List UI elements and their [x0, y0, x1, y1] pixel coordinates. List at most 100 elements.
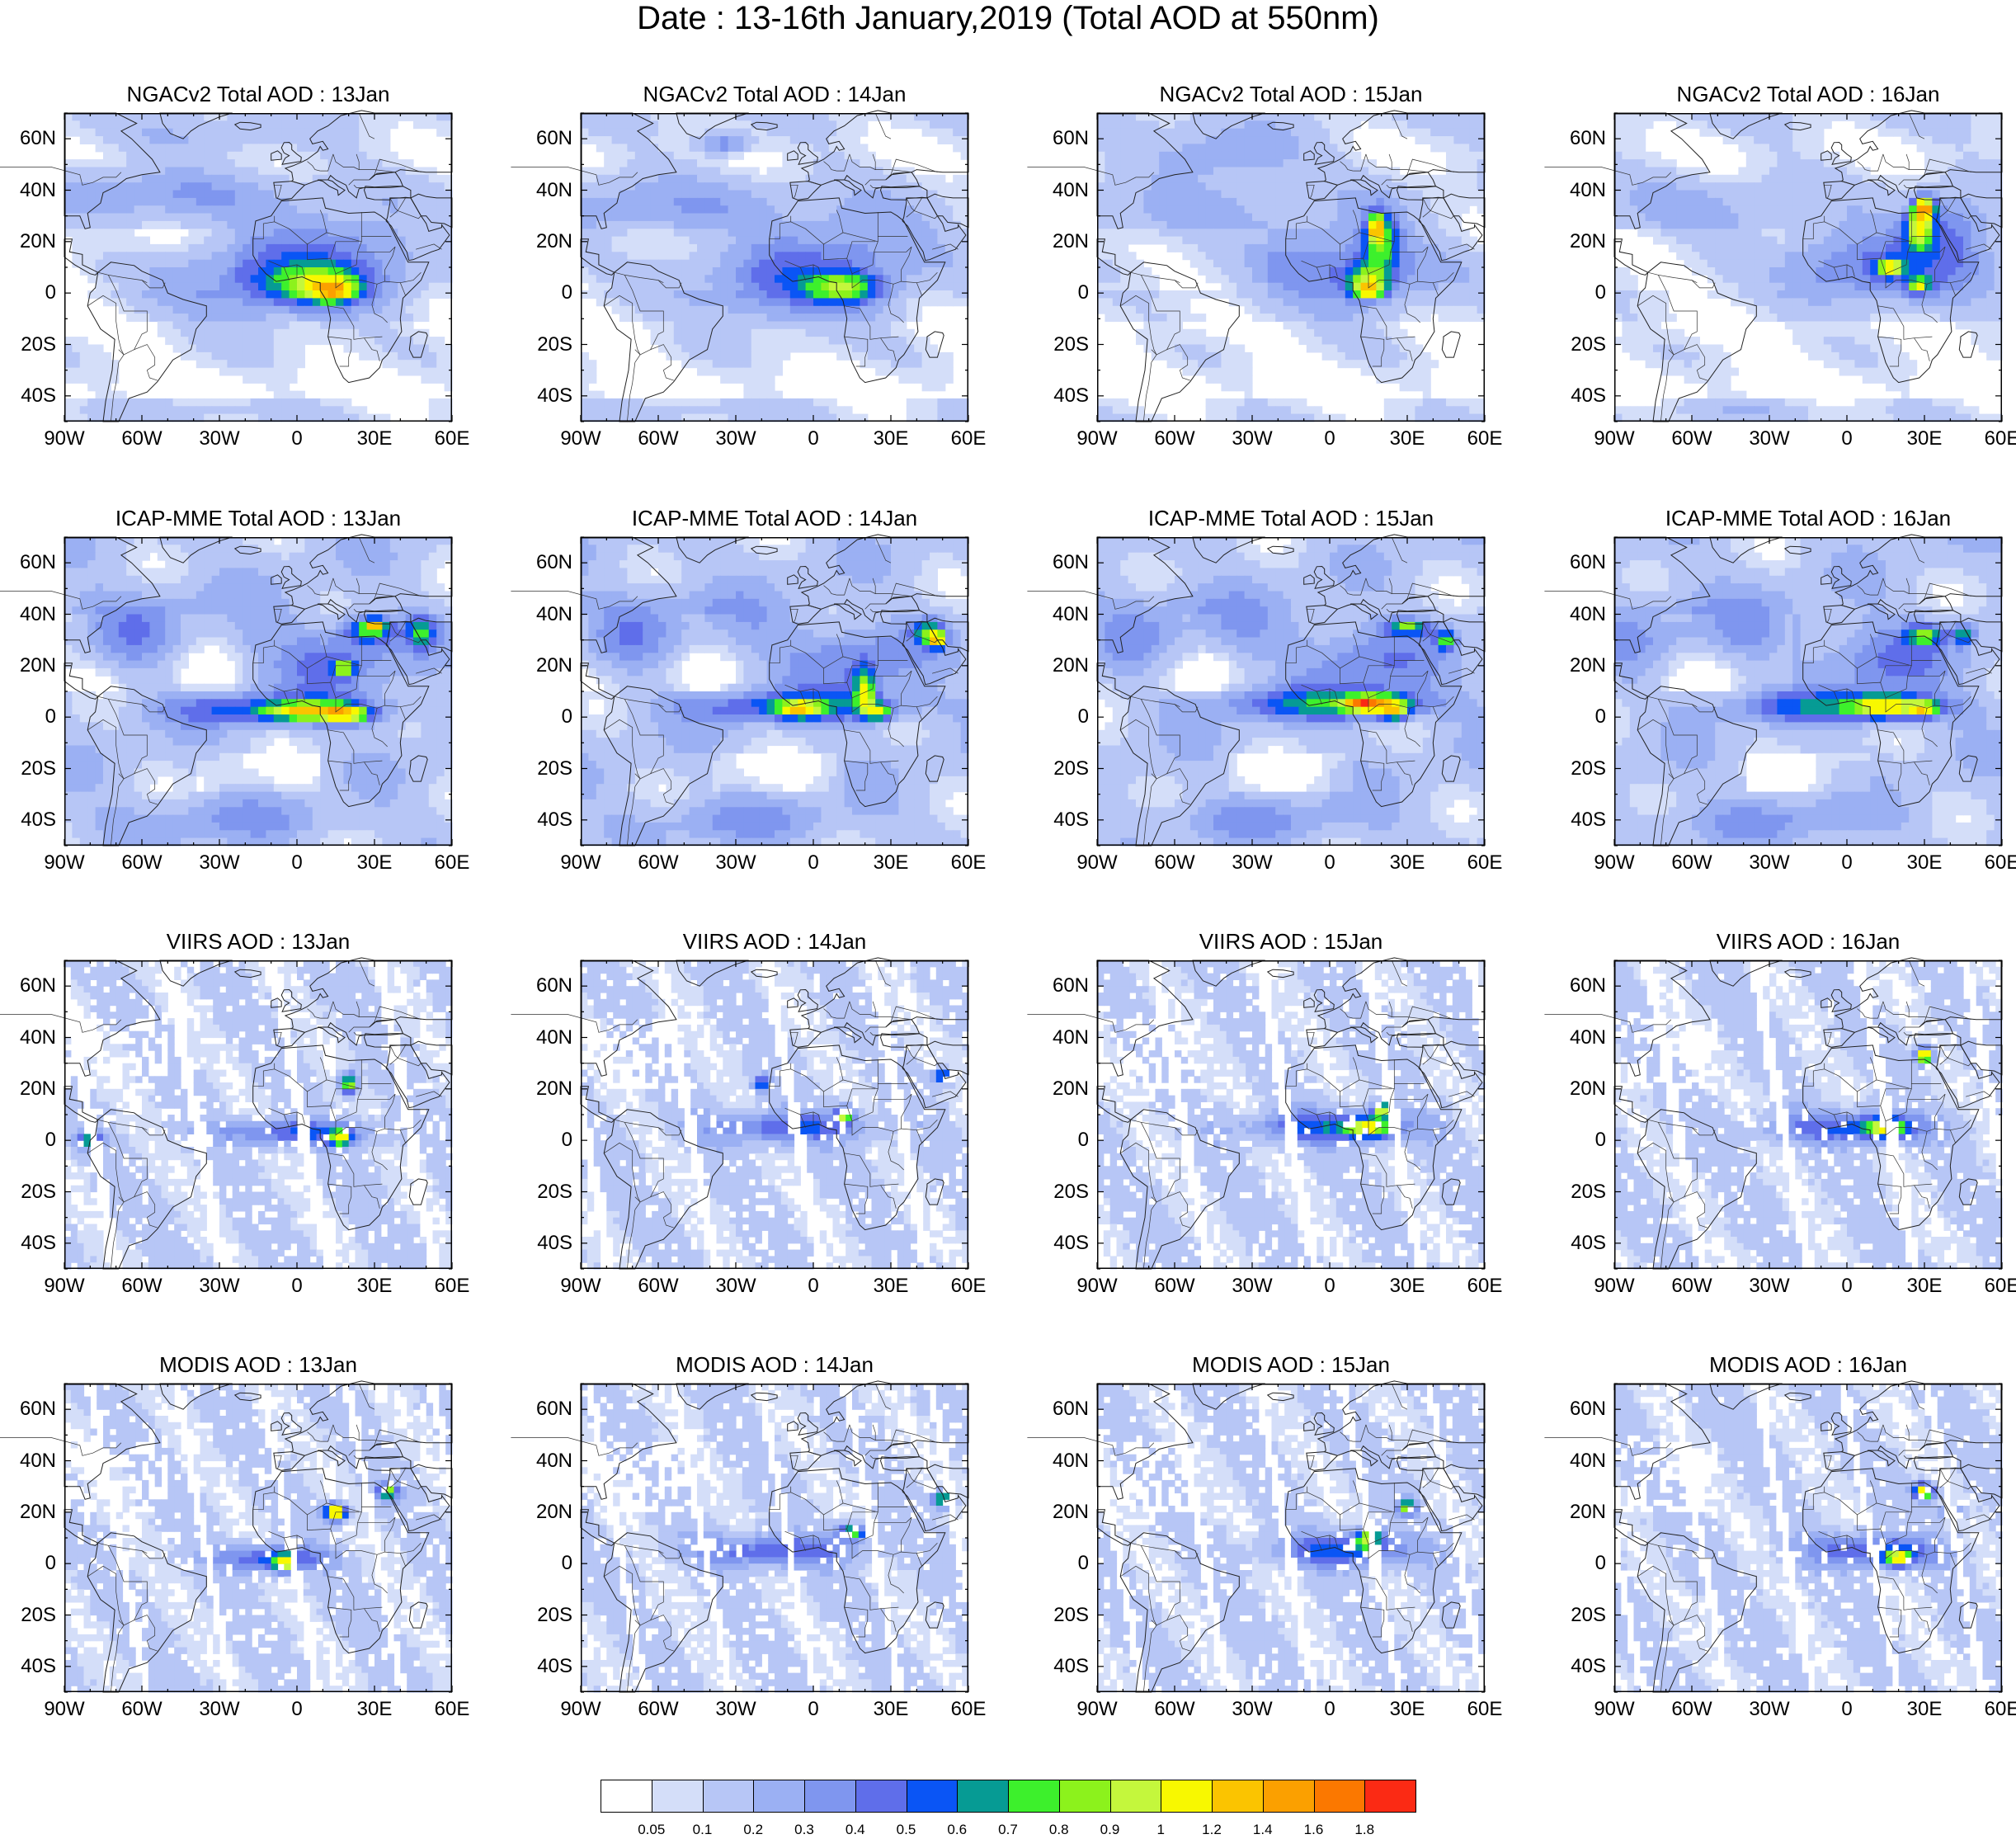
coast-italy: [1349, 179, 1378, 196]
country-border: [1365, 153, 1429, 173]
coast-turkey: [1913, 1456, 1962, 1471]
coast-iceland: [750, 545, 778, 555]
coast-italy: [1349, 603, 1378, 620]
country-border: [1939, 1058, 1948, 1065]
lon-tick-label: 60W: [1671, 428, 1712, 450]
country-border: [0, 1437, 122, 1456]
aod-map: [1544, 534, 2003, 846]
country-border: [1966, 243, 1992, 250]
lon-tick-label: 30E: [1390, 852, 1425, 874]
coast-uk: [1313, 141, 1335, 165]
country-border: [1877, 336, 1902, 367]
country-border: [1691, 280, 1716, 289]
country-border: [624, 275, 672, 370]
country-border: [1647, 1542, 1698, 1554]
country-border: [1668, 1196, 1684, 1203]
country-border: [906, 210, 915, 218]
country-border: [627, 1209, 636, 1270]
country-border: [400, 1542, 422, 1554]
coast-namerica: [580, 536, 677, 653]
country-border: [398, 210, 422, 219]
lat-tick-label: 20S: [537, 757, 572, 780]
country-border: [624, 699, 672, 795]
country-border: [1340, 161, 1354, 172]
coast-uk: [1830, 565, 1852, 589]
map-panel-icap-mme-1: ICAP-MME Total AOD : 13Jan 60N 40N 20N 0 20S 4…: [0, 506, 469, 874]
lon-tick-label: 90W: [44, 852, 84, 874]
country-border: [769, 215, 792, 240]
country-border: [1939, 1044, 1956, 1059]
lat-tick-label: 60N: [1053, 552, 1089, 573]
lat-tick-label: 60N: [20, 1398, 56, 1420]
country-border: [890, 582, 938, 599]
country-border: [1388, 1424, 1392, 1441]
country-border: [252, 1063, 276, 1087]
coast-greenland: [1192, 1383, 1265, 1410]
lat-tick-label: 0: [1078, 282, 1089, 304]
country-border: [799, 691, 806, 705]
country-border: [769, 639, 792, 664]
lon-tick-label: 60E: [1467, 1699, 1503, 1720]
country-border: [662, 1217, 674, 1228]
coast-namerica: [580, 1383, 677, 1500]
country-border: [1143, 1209, 1152, 1270]
country-border: [844, 729, 899, 764]
coast-madagascar: [1958, 1601, 1978, 1629]
coast-africa: [769, 1468, 946, 1654]
country-border: [1908, 960, 1925, 987]
country-border: [1360, 1153, 1415, 1187]
country-border: [823, 1431, 837, 1442]
country-border: [348, 179, 370, 186]
country-border: [307, 243, 385, 289]
country-border: [1823, 1455, 1832, 1469]
lat-tick-label: 20S: [537, 1604, 572, 1626]
country-border: [87, 295, 125, 363]
coast-greenland: [1709, 1383, 1783, 1410]
coast-samerica: [87, 686, 207, 846]
map-panel-icap-mme-4: ICAP-MME Total AOD : 16Jan 60N 40N 20N 0 20S 4…: [1544, 506, 2016, 874]
country-border: [880, 1608, 897, 1632]
country-border: [1390, 1516, 1429, 1523]
country-border: [1877, 760, 1902, 791]
country-border: [1386, 1455, 1397, 1459]
country-border: [1934, 281, 1957, 299]
country-border: [614, 271, 664, 284]
country-border: [1404, 1131, 1420, 1171]
map-panel-modis-3: MODIS AOD : 15Jan 60N 40N 20N 0 20S 40S 90W 60W 3…: [1027, 1352, 1502, 1720]
coast-madagascar: [408, 1178, 428, 1205]
country-border: [291, 181, 305, 186]
lon-tick-label: 60W: [638, 1699, 678, 1720]
country-border: [1870, 1001, 1884, 1019]
coast-turkey: [879, 1456, 928, 1471]
country-border: [844, 1576, 899, 1610]
country-border: [1544, 1014, 1672, 1033]
country-border: [844, 760, 869, 791]
lat-tick-label: 60N: [1053, 975, 1089, 997]
country-border: [307, 667, 385, 713]
country-border: [146, 794, 158, 805]
country-border: [389, 1468, 406, 1482]
country-border: [1914, 762, 1930, 785]
country-border: [1857, 585, 1871, 596]
country-border: [1324, 181, 1338, 186]
country-border: [1885, 1511, 1912, 1545]
country-border: [849, 578, 912, 597]
coast-ireland: [1303, 997, 1315, 1008]
coast-iceland: [750, 121, 778, 131]
lon-tick-label: 30E: [874, 1699, 909, 1720]
country-border: [1404, 284, 1420, 323]
lon-tick-label: 30E: [1907, 852, 1943, 874]
lat-tick-label: 0: [1595, 1553, 1606, 1574]
country-border: [357, 246, 396, 252]
lat-tick-label: 20S: [1053, 757, 1089, 780]
country-border: [1448, 667, 1475, 674]
country-border: [1422, 1481, 1431, 1488]
country-border: [320, 153, 334, 172]
country-border: [836, 1424, 850, 1442]
country-border: [1422, 634, 1431, 642]
country-border: [1306, 1455, 1315, 1469]
country-border: [327, 729, 383, 764]
country-border: [1948, 1481, 1971, 1490]
country-border: [252, 215, 276, 240]
coast-turkey: [1396, 610, 1444, 625]
